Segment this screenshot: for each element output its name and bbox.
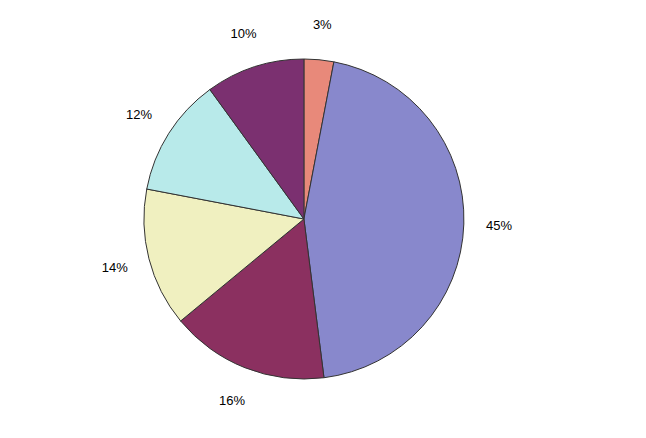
svg-text:14%: 14% [102, 260, 128, 275]
svg-text:3%: 3% [313, 17, 332, 32]
svg-text:45%: 45% [486, 218, 512, 233]
svg-text:16%: 16% [219, 393, 245, 408]
svg-text:10%: 10% [231, 26, 257, 41]
svg-text:12%: 12% [126, 107, 152, 122]
